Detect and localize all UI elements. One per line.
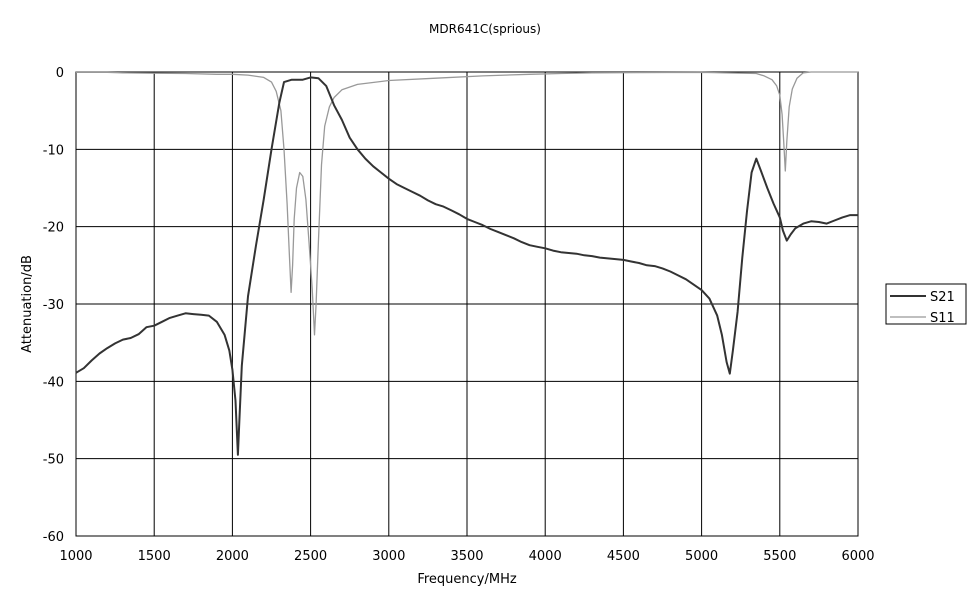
y-tick-label: -50 (43, 453, 64, 468)
x-tick-label: 6000 (841, 549, 874, 564)
x-tick-label: 5500 (763, 549, 796, 564)
grid-lines (76, 72, 858, 536)
x-tick-label: 3500 (450, 549, 483, 564)
y-tick-label: -30 (43, 298, 64, 313)
x-tick-label: 2500 (294, 549, 327, 564)
chart-title: MDR641C(sprious) (429, 22, 541, 36)
series-lines (75, 71, 858, 456)
y-tick-label: -60 (43, 530, 64, 545)
x-tick-label: 1000 (59, 549, 92, 564)
x-tick-label: 3000 (372, 549, 405, 564)
y-tick-label: -40 (43, 375, 64, 390)
x-axis-label: Frequency/MHz (417, 572, 517, 587)
series-line-s11 (76, 71, 858, 336)
series-line-s21 (75, 76, 858, 456)
x-tick-label: 5000 (685, 549, 718, 564)
legend-label-s11: S11 (930, 311, 955, 326)
y-axis-label: Attenuation/dB (20, 255, 35, 353)
x-tick-label: 4000 (529, 549, 562, 564)
y-tick-label: -20 (43, 221, 64, 236)
legend-label-s21: S21 (930, 290, 955, 305)
x-tick-label: 2000 (216, 549, 249, 564)
y-tick-label: 0 (56, 66, 64, 81)
y-tick-label: -10 (43, 143, 64, 158)
y-tick-labels: 0 -10 -20 -30 -40 -50 -60 (43, 66, 64, 545)
x-tick-label: 1500 (138, 549, 171, 564)
x-tick-label: 4500 (607, 549, 640, 564)
x-tick-labels: 1000 1500 2000 2500 3000 3500 4000 4500 5000 5500… (59, 549, 874, 564)
